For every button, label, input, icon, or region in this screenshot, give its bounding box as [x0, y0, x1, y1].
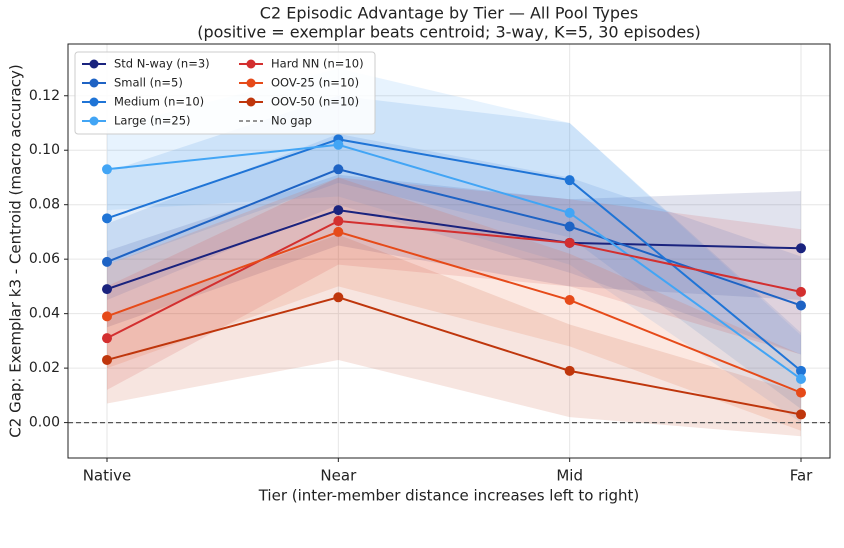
- data-point: [796, 243, 806, 254]
- chart-title: C2 Episodic Advantage by Tier — All Pool…: [260, 4, 638, 23]
- confidence-band: [107, 234, 801, 437]
- series-line: [106, 209, 802, 291]
- legend-marker: [246, 78, 256, 88]
- data-point: [564, 365, 575, 376]
- data-point: [333, 164, 344, 175]
- legend-label: OOV-50 (n=10): [271, 95, 359, 109]
- data-point: [102, 311, 112, 322]
- data-point: [333, 226, 344, 237]
- legend-marker: [246, 59, 256, 69]
- data-point: [102, 164, 112, 175]
- data-point: [102, 354, 112, 365]
- series-line: [106, 296, 802, 416]
- data-point: [564, 175, 575, 186]
- y-tick-label: 0.06: [29, 251, 60, 267]
- x-tick-label: Far: [790, 467, 813, 485]
- data-point: [333, 205, 344, 216]
- series-line: [106, 138, 802, 372]
- confidence-band: [107, 68, 801, 423]
- data-point: [796, 374, 806, 385]
- data-point: [796, 365, 806, 376]
- legend-label: Small (n=5): [114, 76, 183, 90]
- legend-marker: [89, 59, 99, 69]
- legend-marker: [89, 78, 99, 88]
- y-tick-label: 0.10: [29, 142, 60, 158]
- chart-subtitle: (positive = exemplar beats centroid; 3-w…: [197, 23, 701, 42]
- legend-label: Medium (n=10): [114, 95, 204, 109]
- confidence-band: [107, 95, 801, 409]
- x-tick-label: Mid: [556, 467, 583, 485]
- y-tick-label: 0.12: [29, 88, 60, 104]
- legend: Std N-way (n=3) Small (n=5) Medium (n=10) L…: [74, 51, 376, 135]
- series-line: [106, 143, 802, 380]
- data-point: [333, 292, 344, 303]
- data-point: [564, 207, 575, 218]
- y-axis-label: C2 Gap: Exemplar k3 - Centroid (macro ac…: [7, 64, 25, 437]
- legend-box: [74, 51, 376, 135]
- series-line: [106, 230, 802, 394]
- confidence-band: [107, 133, 801, 355]
- y-tick-label: 0.02: [29, 360, 60, 376]
- data-point: [796, 409, 806, 420]
- data-point: [102, 256, 112, 267]
- legend-marker: [89, 116, 99, 126]
- data-point: [796, 300, 806, 311]
- data-point: [333, 139, 344, 150]
- legend-label: Hard NN (n=10): [271, 57, 364, 71]
- data-point: [564, 221, 575, 232]
- y-tick-label: 0.08: [29, 197, 60, 213]
- x-tick-label: Near: [320, 467, 357, 485]
- legend-label: OOV-25 (n=10): [271, 76, 359, 90]
- legend-label: No gap: [271, 114, 312, 128]
- y-tick-label: 0.04: [29, 306, 60, 322]
- legend-label: Std N-way (n=3): [114, 57, 210, 71]
- confidence-band: [107, 174, 801, 328]
- legend-marker: [246, 97, 256, 107]
- confidence-band: [107, 177, 801, 431]
- data-point: [102, 284, 112, 295]
- data-point: [564, 295, 575, 306]
- data-point: [102, 213, 112, 224]
- data-point: [796, 286, 806, 297]
- plot-frame: [67, 43, 831, 459]
- data-point: [102, 333, 112, 344]
- series-line: [106, 220, 802, 340]
- y-tick-label: 0.00: [29, 415, 60, 431]
- legend-marker: [89, 97, 99, 107]
- data-point: [796, 387, 806, 398]
- x-tick-label: Native: [83, 467, 132, 485]
- data-point: [333, 216, 344, 227]
- data-point: [564, 237, 575, 248]
- series-line: [106, 168, 802, 307]
- legend-label: Large (n=25): [114, 114, 191, 128]
- x-axis-label: Tier (inter-member distance increases le…: [258, 487, 640, 505]
